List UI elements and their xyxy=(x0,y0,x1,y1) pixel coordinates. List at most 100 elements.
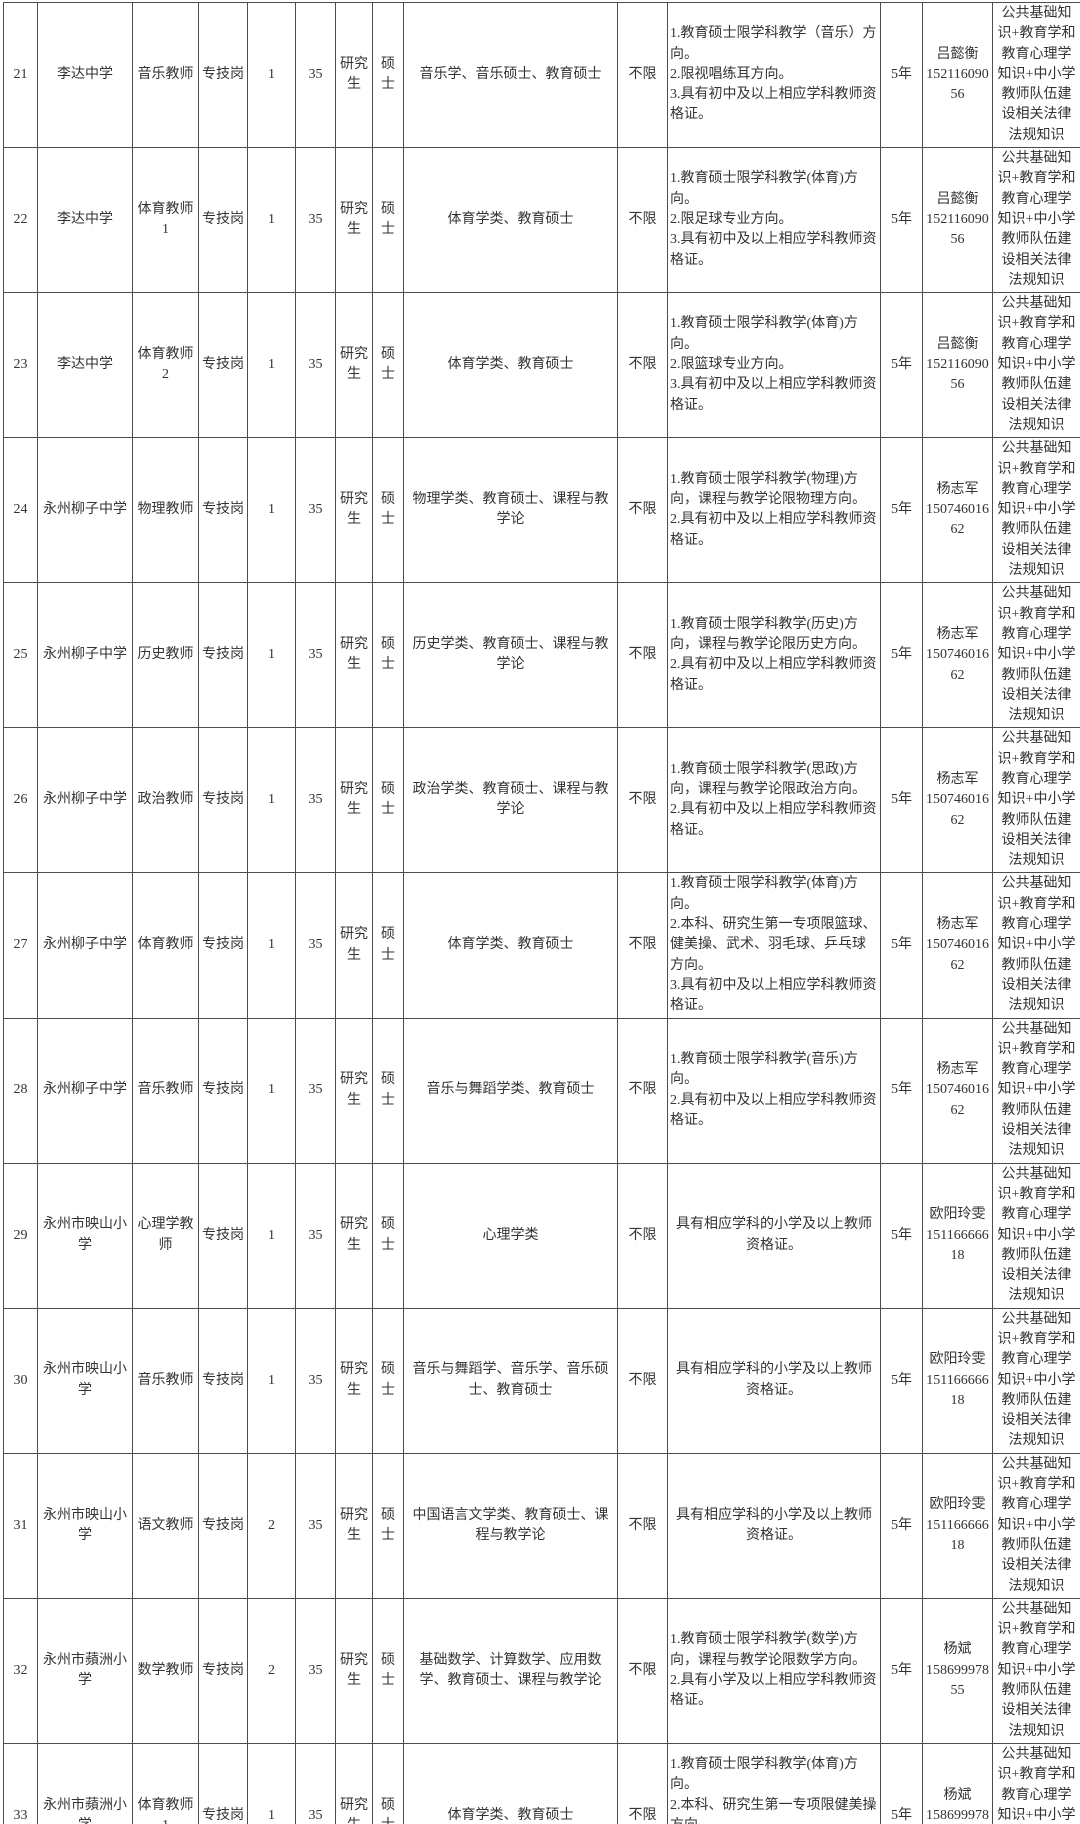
major-cell: 心理学类 xyxy=(403,1162,618,1309)
major-cell: 中国语言文学类、教育硕士、课程与教学论 xyxy=(403,1452,618,1599)
table-row: 23 李达中学 体育教师2 专技岗 1 35 研究生 硕士 体育学类、教育硕士 不限 1.教育硕士限… xyxy=(3,292,1080,439)
exam-content-cell: 公共基础知识+教育学和教育心理学知识+中小学教师队伍建设相关法律法规知识 xyxy=(992,147,1080,294)
restriction-cell: 不限 xyxy=(617,1017,668,1164)
degree-cell: 硕士 xyxy=(372,1307,404,1454)
requirements-cell: 1.教育硕士限学科教学(物理)方向，课程与教学论限物理方向。 2.具有初中及以上… xyxy=(667,437,881,584)
service-years-cell: 5年 xyxy=(880,1162,923,1309)
requirements-cell: 1.教育硕士限学科教学(体育)方向。 2.本科、研究生第一专项限篮球、健美操、武… xyxy=(667,872,881,1019)
education-cell: 研究生 xyxy=(335,1017,373,1164)
age-limit-cell: 35 xyxy=(295,292,336,439)
contact-cell: 杨斌 15869997855 xyxy=(922,1742,993,1824)
major-cell: 体育学类、教育硕士 xyxy=(403,872,618,1019)
restriction-cell: 不限 xyxy=(617,1597,668,1744)
degree-cell: 硕士 xyxy=(372,1597,404,1744)
post-type-cell: 专技岗 xyxy=(198,1452,248,1599)
school-cell: 永州市映山小学 xyxy=(37,1307,133,1454)
requirements-cell: 1.教育硕士限学科教学(音乐)方向。 2.具有初中及以上相应学科教师资格证。 xyxy=(667,1017,881,1164)
table-row: 26 永州柳子中学 政治教师 专技岗 1 35 研究生 硕士 政治学类、教育硕士、课程与教学论不… xyxy=(3,727,1080,874)
exam-content-cell: 公共基础知识+教育学和教育心理学知识+中小学教师队伍建设相关法律法规知识 xyxy=(992,1162,1080,1309)
service-years-cell: 5年 xyxy=(880,727,923,874)
table-row: 28 永州柳子中学 音乐教师 专技岗 1 35 研究生 硕士 音乐与舞蹈学类、教育硕士 不限 1.教… xyxy=(3,1017,1080,1164)
contact-cell: 吕懿衡 15211609056 xyxy=(922,147,993,294)
service-years-cell: 5年 xyxy=(880,292,923,439)
table-row: 33永州市蘋洲小学体育教师1专技岗135研究生硕士体育学类、教育硕士不限1.教育… xyxy=(3,1742,1080,1824)
contact-cell: 杨斌 15869997855 xyxy=(922,1597,993,1744)
position-cell: 体育教师2 xyxy=(132,292,199,439)
major-cell: 音乐与舞蹈学、音乐学、音乐硕士、教育硕士 xyxy=(403,1307,618,1454)
count-cell: 1 xyxy=(247,1742,296,1824)
table-row: 25 永州柳子中学 历史教师 专技岗 1 35 研究生 硕士 历史学类、教育硕士、课程与教学论不… xyxy=(3,582,1080,729)
requirements-cell: 1.教育硕士限学科教学(数学)方向，课程与教学论限数学方向。 2.具有小学及以上… xyxy=(667,1597,881,1744)
education-cell: 研究生 xyxy=(335,1307,373,1454)
count-cell: 1 xyxy=(247,147,296,294)
service-years-cell: 5年 xyxy=(880,1452,923,1599)
contact-cell: 杨志军 15074601662 xyxy=(922,437,993,584)
table-row: 31 永州市映山小学 语文教师 专技岗 2 35 研究生 硕士 中国语言文学类、教育硕士、课程与… xyxy=(3,1452,1080,1599)
post-type-cell: 专技岗 xyxy=(198,1742,248,1824)
education-cell: 研究生 xyxy=(335,147,373,294)
requirements-cell: 具有相应学科的小学及以上教师资格证。 xyxy=(667,1307,881,1454)
restriction-cell: 不限 xyxy=(617,1742,668,1824)
contact-cell: 欧阳玲雯 15116666618 xyxy=(922,1162,993,1309)
position-cell: 体育教师1 xyxy=(132,147,199,294)
education-cell: 研究生 xyxy=(335,1597,373,1744)
service-years-cell: 5年 xyxy=(880,147,923,294)
post-type-cell: 专技岗 xyxy=(198,582,248,729)
count-cell: 1 xyxy=(247,1307,296,1454)
major-cell: 基础数学、计算数学、应用数学、教育硕士、课程与教学论 xyxy=(403,1597,618,1744)
requirements-cell: 1.教育硕士限学科教学（音乐）方向。 2.限视唱练耳方向。 3.具有初中及以上相… xyxy=(667,1,881,149)
requirements-cell: 1.教育硕士限学科教学(体育)方向。 2.本科、研究生第一专项限健美操方向。 3… xyxy=(667,1742,881,1824)
exam-content-cell: 公共基础知识+教育学和教育心理学知识+中小学教师队伍建设相关法律法规知识 xyxy=(992,582,1080,729)
contact-cell: 欧阳玲雯 15116666618 xyxy=(922,1307,993,1454)
age-limit-cell: 35 xyxy=(295,872,336,1019)
major-cell: 音乐学、音乐硕士、教育硕士 xyxy=(403,1,618,149)
age-limit-cell: 35 xyxy=(295,1452,336,1599)
age-limit-cell: 35 xyxy=(295,1597,336,1744)
school-cell: 永州柳子中学 xyxy=(37,437,133,584)
table-row: 27 永州柳子中学 体育教师 专技岗 1 35 研究生 硕士 体育学类、教育硕士 不限 1.教育硕士… xyxy=(3,872,1080,1019)
count-cell: 2 xyxy=(247,1452,296,1599)
service-years-cell: 5年 xyxy=(880,582,923,729)
education-cell: 研究生 xyxy=(335,292,373,439)
age-limit-cell: 35 xyxy=(295,1017,336,1164)
position-cell: 政治教师 xyxy=(132,727,199,874)
count-cell: 2 xyxy=(247,1597,296,1744)
position-cell: 音乐教师 xyxy=(132,1017,199,1164)
major-cell: 体育学类、教育硕士 xyxy=(403,1742,618,1824)
row-number-cell: 24 xyxy=(3,437,38,584)
row-number-cell: 27 xyxy=(3,872,38,1019)
recruitment-table-body: 21 李达中学 音乐教师 专技岗 1 35 研究生 硕士 音乐学、音乐硕士、教育硕士 不限 1.教育… xyxy=(3,1,1080,1824)
contact-cell: 吕懿衡 15211609056 xyxy=(922,292,993,439)
post-type-cell: 专技岗 xyxy=(198,1017,248,1164)
table-row: 21 李达中学 音乐教师 专技岗 1 35 研究生 硕士 音乐学、音乐硕士、教育硕士 不限 1.教育… xyxy=(3,1,1080,149)
row-number-cell: 21 xyxy=(3,1,38,149)
table-row: 24 永州柳子中学 物理教师 专技岗 1 35 研究生 硕士 物理学类、教育硕士、课程与教学论不… xyxy=(3,437,1080,584)
degree-cell: 硕士 xyxy=(372,1742,404,1824)
school-cell: 永州市蘋洲小学 xyxy=(37,1597,133,1744)
service-years-cell: 5年 xyxy=(880,437,923,584)
row-number-cell: 29 xyxy=(3,1162,38,1309)
school-cell: 李达中学 xyxy=(37,1,133,149)
age-limit-cell: 35 xyxy=(295,437,336,584)
post-type-cell: 专技岗 xyxy=(198,727,248,874)
age-limit-cell: 35 xyxy=(295,1742,336,1824)
service-years-cell: 5年 xyxy=(880,1597,923,1744)
contact-cell: 杨志军 15074601662 xyxy=(922,872,993,1019)
exam-content-cell: 公共基础知识+教育学和教育心理学知识+中小学教师队伍建设相关法律法规知识 xyxy=(992,1452,1080,1599)
position-cell: 历史教师 xyxy=(132,582,199,729)
major-cell: 音乐与舞蹈学类、教育硕士 xyxy=(403,1017,618,1164)
post-type-cell: 专技岗 xyxy=(198,1597,248,1744)
service-years-cell: 5年 xyxy=(880,1742,923,1824)
exam-content-cell: 公共基础知识+教育学和教育心理学知识+中小学教师队伍建设相关法律法规知识 xyxy=(992,1597,1080,1744)
row-number-cell: 25 xyxy=(3,582,38,729)
count-cell: 1 xyxy=(247,872,296,1019)
count-cell: 1 xyxy=(247,1162,296,1309)
count-cell: 1 xyxy=(247,1,296,149)
exam-content-cell: 公共基础知识+教育学和教育心理学知识+中小学教师队伍建设相关法律法规知识 xyxy=(992,1,1080,149)
education-cell: 研究生 xyxy=(335,1,373,149)
position-cell: 体育教师1 xyxy=(132,1742,199,1824)
row-number-cell: 28 xyxy=(3,1017,38,1164)
education-cell: 研究生 xyxy=(335,1742,373,1824)
school-cell: 李达中学 xyxy=(37,292,133,439)
